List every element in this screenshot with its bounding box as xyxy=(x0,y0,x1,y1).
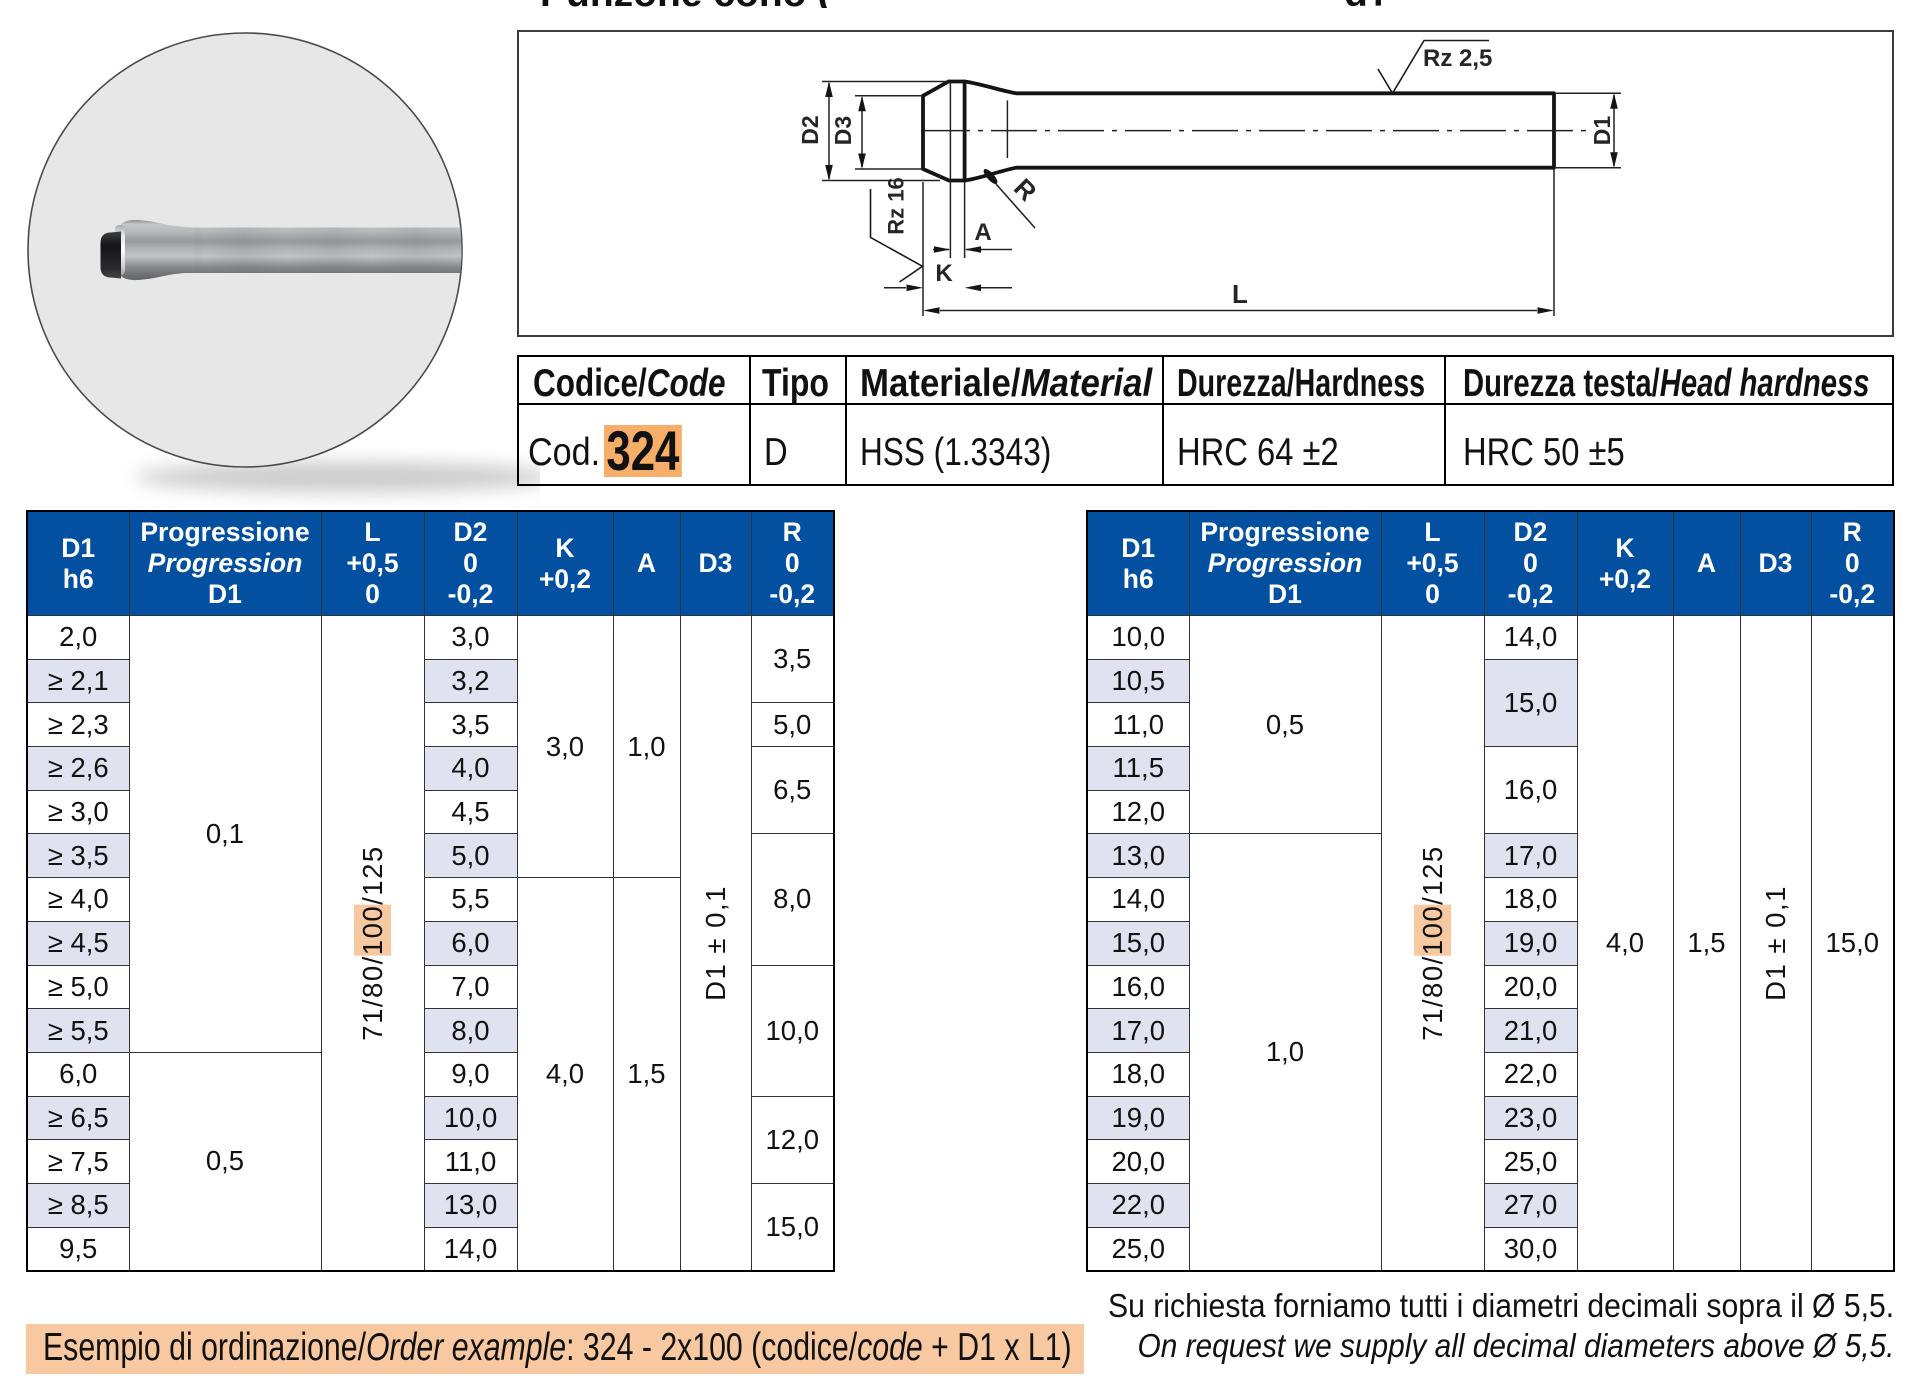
svg-text:R: R xyxy=(1008,172,1043,207)
svg-text:A: A xyxy=(974,219,991,246)
svg-text:Rz 2,5: Rz 2,5 xyxy=(1423,45,1492,72)
svg-text:D3: D3 xyxy=(830,116,856,145)
svg-text:K: K xyxy=(935,260,953,287)
svg-text:Rz 16: Rz 16 xyxy=(884,177,909,234)
svg-text:D1: D1 xyxy=(1589,116,1615,146)
svg-text:L: L xyxy=(1232,279,1248,309)
svg-text:D2: D2 xyxy=(797,115,823,144)
